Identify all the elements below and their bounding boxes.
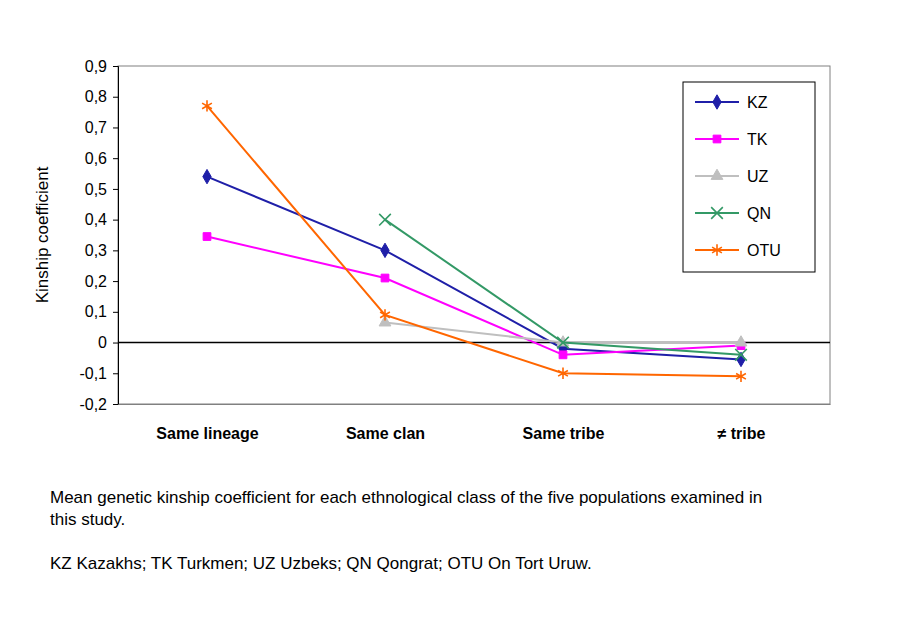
- y-tick: 0,6: [85, 150, 118, 167]
- y-tick: 0,7: [85, 119, 118, 136]
- y-tick-label: 0,4: [85, 211, 107, 228]
- marker: [735, 336, 747, 346]
- x-tick-label: ≠ tribe: [718, 425, 766, 442]
- x-tick: Same clan: [346, 404, 425, 442]
- y-tick-label: -0,2: [79, 396, 107, 413]
- y-tick-label: 0,5: [85, 181, 107, 198]
- marker: [558, 368, 568, 379]
- legend-marker: [713, 135, 721, 143]
- annotation: KZ Kazakhs; TK Turkmen; UZ Uzbeks; QN Qo…: [50, 553, 780, 575]
- y-tick: 0,2: [85, 273, 118, 290]
- y-tick-label: 0,8: [85, 88, 107, 105]
- x-axis: Same lineage Same clan Same tribe ≠ tribe: [119, 404, 831, 442]
- x-tick: Same tribe: [523, 404, 605, 442]
- y-tick-label: 0,6: [85, 150, 107, 167]
- y-tick: 0,3: [85, 242, 118, 259]
- y-axis: -0,2 -0,1 0 0,1 0,2 0,3 0,4 0,5 0,6 0,7 0,8 0,9: [79, 58, 118, 413]
- y-tick-label: 0,3: [85, 242, 107, 259]
- y-tick-mark: [113, 404, 118, 405]
- legend-entry: OTU: [695, 242, 781, 259]
- y-tick: 0,5: [85, 181, 118, 198]
- y-tick-mark: [113, 97, 118, 98]
- x-tick-label: Same clan: [346, 425, 425, 442]
- y-tick: 0,8: [85, 88, 118, 105]
- legend-entry: TK: [695, 131, 768, 148]
- marker: [203, 169, 211, 183]
- y-tick-mark: [113, 343, 118, 344]
- series: [203, 233, 745, 359]
- marker: [557, 337, 569, 349]
- x-tick: ≠ tribe: [718, 404, 766, 442]
- legend-label: TK: [747, 131, 768, 148]
- marker: [735, 349, 747, 361]
- y-tick-mark: [113, 373, 118, 374]
- series-line: [207, 106, 741, 376]
- y-tick-label: 0,9: [85, 58, 107, 75]
- y-tick: -0,1: [79, 365, 118, 382]
- y-tick: -0,2: [79, 396, 118, 413]
- y-axis-title: Kinship coefficient: [33, 166, 52, 303]
- y-tick-mark: [113, 312, 118, 313]
- y-tick-mark: [113, 127, 118, 128]
- marker: [202, 100, 212, 111]
- y-tick-mark: [113, 281, 118, 282]
- legend-entry: KZ: [695, 94, 768, 111]
- legend-label: UZ: [747, 168, 769, 185]
- legend-label: QN: [747, 205, 771, 222]
- series-line: [207, 177, 741, 360]
- legend-label: OTU: [747, 242, 781, 259]
- x-axis-line: [119, 404, 831, 405]
- legend-marker: [711, 169, 723, 179]
- plot-marks: [202, 100, 747, 382]
- marker: [381, 243, 389, 257]
- x-tick: Same lineage: [156, 404, 258, 442]
- legend-marker: [711, 207, 723, 219]
- y-tick-label: 0: [98, 334, 107, 351]
- marker: [203, 233, 211, 241]
- marker: [380, 309, 390, 320]
- caption: Mean genetic kinship coefficient for eac…: [50, 487, 780, 597]
- legend-entry: QN: [695, 205, 771, 222]
- y-tick-label: 0,2: [85, 273, 107, 290]
- y-tick: 0,1: [85, 303, 118, 320]
- series-line: [207, 237, 741, 355]
- legend-label: KZ: [747, 94, 768, 111]
- y-tick-mark: [113, 66, 118, 67]
- y-tick: 0,4: [85, 211, 118, 228]
- y-tick-mark: [113, 220, 118, 221]
- y-tick-label: -0,1: [79, 365, 107, 382]
- series: [202, 100, 746, 382]
- legend-entry: UZ: [695, 168, 769, 185]
- legend: KZ TK UZ QN OTU: [683, 82, 815, 272]
- legend-marker: [713, 95, 721, 109]
- y-axis-line: [113, 67, 119, 405]
- y-tick-label: 0,7: [85, 119, 107, 136]
- y-tick-mark: [113, 158, 118, 159]
- marker: [381, 274, 389, 282]
- annotation: Mean genetic kinship coefficient for eac…: [50, 487, 780, 531]
- x-tick-label: Same tribe: [523, 425, 605, 442]
- marker: [559, 351, 567, 359]
- y-tick: 0,9: [85, 58, 118, 75]
- series: [203, 169, 745, 366]
- y-tick-label: 0,1: [85, 303, 107, 320]
- y-tick-mark: [113, 250, 118, 251]
- marker: [736, 371, 746, 382]
- marker: [379, 214, 391, 226]
- y-tick-mark: [113, 189, 118, 190]
- legend-marker: [712, 244, 722, 255]
- legend-box: [683, 82, 815, 272]
- x-tick-label: Same lineage: [156, 425, 258, 442]
- plot-frame: [118, 66, 830, 404]
- chart: -0,2 -0,1 0 0,1 0,2 0,3 0,4 0,5 0,6 0,7 0,8 0,9 Kins…: [0, 0, 900, 634]
- y-tick: 0: [98, 334, 118, 351]
